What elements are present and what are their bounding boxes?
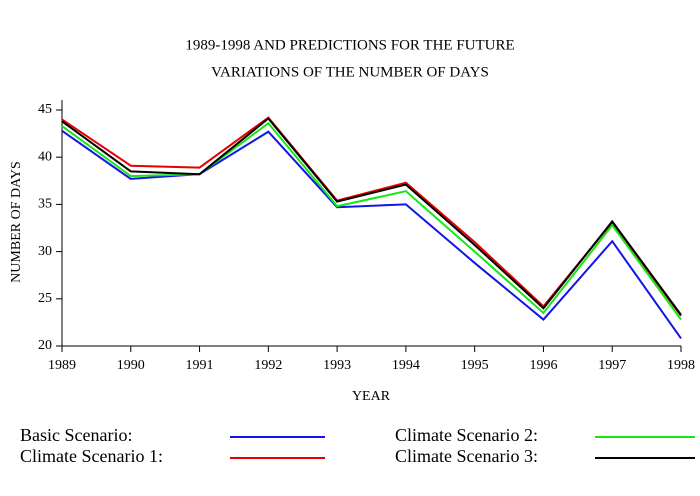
- y-tick-label: 40: [38, 149, 52, 164]
- y-tick-label: 20: [38, 338, 52, 353]
- series-line: [61, 116, 682, 317]
- y-tick-label: 25: [38, 291, 52, 306]
- x-tick-label: 1989: [48, 358, 76, 373]
- series-line: [61, 121, 682, 321]
- x-tick-label: 1990: [117, 358, 145, 373]
- series-line: [61, 129, 682, 340]
- series-line: [61, 117, 682, 316]
- y-tick-label: 45: [38, 102, 52, 117]
- x-tick-label: 1992: [254, 358, 282, 373]
- chart-subtitle: VARIATIONS OF THE NUMBER OF DAYS: [211, 64, 489, 80]
- y-tick-label: 30: [38, 244, 52, 259]
- legend-label: Climate Scenario 1:: [20, 446, 163, 466]
- x-tick-label: 1994: [392, 358, 420, 373]
- x-tick-label: 1991: [186, 358, 214, 373]
- legend-label: Climate Scenario 2:: [395, 425, 538, 445]
- x-tick-label: 1997: [598, 358, 626, 373]
- x-tick-label: 1993: [323, 358, 351, 373]
- x-tick-label: 1998: [667, 358, 695, 373]
- y-tick-label: 35: [38, 197, 52, 212]
- chart-title: 1989-1998 AND PREDICTIONS FOR THE FUTURE: [185, 37, 514, 53]
- legend-label: Basic Scenario:: [20, 425, 132, 445]
- x-axis-label: YEAR: [352, 389, 391, 404]
- legend-label: Climate Scenario 3:: [395, 446, 538, 466]
- x-tick-label: 1995: [461, 358, 489, 373]
- x-tick-label: 1996: [529, 358, 557, 373]
- y-axis-label: NUMBER OF DAYS: [9, 161, 24, 283]
